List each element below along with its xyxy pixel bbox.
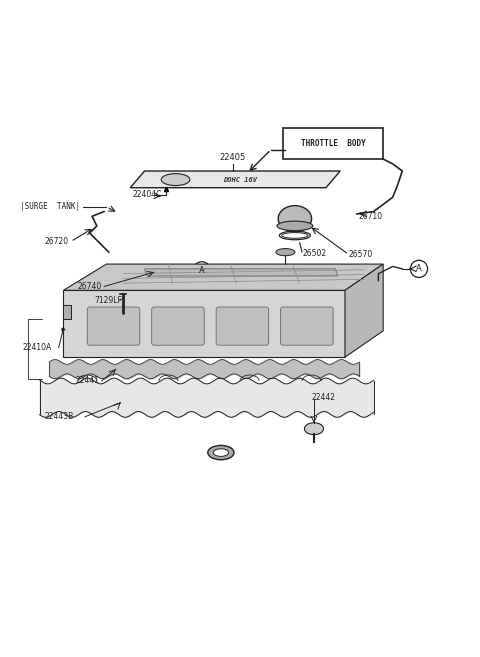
Text: 22441: 22441 bbox=[75, 376, 99, 386]
Text: 22404C: 22404C bbox=[132, 191, 162, 199]
Text: THROTTLE  BODY: THROTTLE BODY bbox=[300, 139, 365, 148]
Polygon shape bbox=[63, 305, 71, 319]
Text: A: A bbox=[199, 266, 204, 275]
Text: DOHC 16V: DOHC 16V bbox=[223, 177, 257, 183]
FancyBboxPatch shape bbox=[216, 307, 269, 345]
Text: |SURGE  TANK|: |SURGE TANK| bbox=[21, 202, 81, 212]
Polygon shape bbox=[345, 264, 383, 357]
Ellipse shape bbox=[213, 449, 228, 457]
FancyBboxPatch shape bbox=[281, 307, 333, 345]
Text: 26502: 26502 bbox=[302, 248, 326, 258]
Polygon shape bbox=[63, 264, 383, 290]
Text: 22442: 22442 bbox=[312, 393, 336, 402]
Ellipse shape bbox=[282, 233, 308, 238]
FancyBboxPatch shape bbox=[152, 307, 204, 345]
Ellipse shape bbox=[278, 206, 312, 232]
Text: 22443B: 22443B bbox=[44, 413, 73, 421]
Text: 22405: 22405 bbox=[220, 154, 246, 162]
Ellipse shape bbox=[161, 173, 190, 185]
Text: 26720: 26720 bbox=[44, 237, 69, 246]
Polygon shape bbox=[130, 171, 340, 188]
Ellipse shape bbox=[208, 445, 234, 460]
FancyBboxPatch shape bbox=[87, 307, 140, 345]
Ellipse shape bbox=[304, 422, 324, 435]
Text: 26710: 26710 bbox=[359, 212, 383, 221]
Text: 26570: 26570 bbox=[349, 250, 373, 259]
Text: 7129LF: 7129LF bbox=[95, 296, 122, 306]
FancyBboxPatch shape bbox=[283, 128, 383, 159]
Polygon shape bbox=[63, 290, 345, 357]
Text: 26740: 26740 bbox=[78, 282, 102, 291]
Text: A: A bbox=[416, 264, 422, 273]
Polygon shape bbox=[144, 269, 338, 276]
Ellipse shape bbox=[276, 248, 295, 256]
Text: 22410A: 22410A bbox=[23, 343, 52, 352]
Ellipse shape bbox=[277, 221, 313, 231]
